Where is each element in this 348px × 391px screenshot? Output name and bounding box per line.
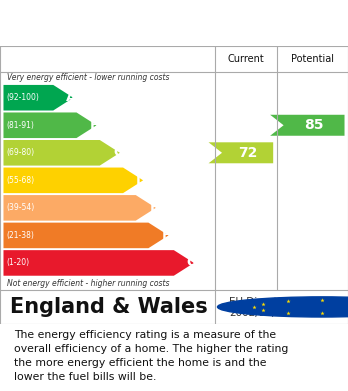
Text: 72: 72 — [238, 146, 257, 160]
Polygon shape — [3, 195, 156, 221]
Text: EU Directive: EU Directive — [229, 297, 293, 307]
Polygon shape — [3, 140, 120, 165]
Text: 85: 85 — [304, 118, 324, 132]
Text: Potential: Potential — [291, 54, 334, 64]
Text: (92-100): (92-100) — [6, 93, 39, 102]
Text: (21-38): (21-38) — [6, 231, 34, 240]
Text: Very energy efficient - lower running costs: Very energy efficient - lower running co… — [7, 73, 169, 82]
Circle shape — [218, 297, 348, 317]
Text: F: F — [162, 229, 171, 242]
Text: (69-80): (69-80) — [6, 148, 34, 157]
Text: C: C — [113, 146, 122, 159]
Polygon shape — [3, 222, 168, 248]
Text: E: E — [149, 201, 158, 214]
Text: England & Wales: England & Wales — [10, 297, 208, 317]
Polygon shape — [3, 85, 73, 111]
Text: (81-91): (81-91) — [6, 121, 34, 130]
Polygon shape — [3, 113, 97, 138]
Text: A: A — [66, 91, 77, 104]
Text: Not energy efficient - higher running costs: Not energy efficient - higher running co… — [7, 279, 169, 288]
Text: (55-68): (55-68) — [6, 176, 34, 185]
Polygon shape — [270, 115, 345, 136]
Text: (39-54): (39-54) — [6, 203, 34, 212]
Text: Energy Efficiency Rating: Energy Efficiency Rating — [10, 14, 251, 32]
Text: 2002/91/EC: 2002/91/EC — [229, 308, 289, 318]
Text: Current: Current — [228, 54, 264, 64]
Polygon shape — [3, 167, 143, 193]
Text: G: G — [187, 256, 197, 269]
Polygon shape — [208, 142, 273, 163]
Text: B: B — [89, 119, 100, 132]
Text: D: D — [136, 174, 147, 187]
Text: The energy efficiency rating is a measure of the
overall efficiency of a home. T: The energy efficiency rating is a measur… — [14, 330, 288, 382]
Polygon shape — [3, 250, 194, 276]
Text: (1-20): (1-20) — [6, 258, 29, 267]
